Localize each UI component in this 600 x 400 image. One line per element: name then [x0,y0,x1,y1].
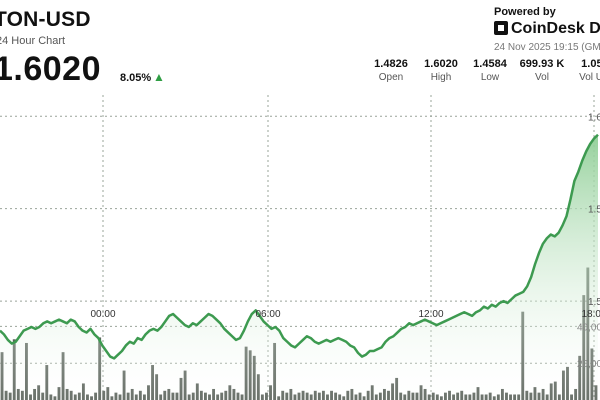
timestamp: 24 Nov 2025 19:15 (GMT) [494,42,600,53]
coindesk-logo-icon [494,21,508,35]
stat-low: 1.4584 Low [472,58,508,83]
stat-open-value: 1.4826 [374,58,408,70]
stat-high-value: 1.6020 [424,58,458,70]
stat-high: 1.6020 High [423,58,459,83]
pair-title: TON-USD [0,8,91,31]
x-tick-label: 00:00 [90,309,115,320]
stat-open-label: Open [378,72,404,83]
price-change: 8.05% [120,72,152,84]
price-line [0,133,599,360]
volume-axis-label: 40,000 [577,322,600,333]
up-arrow-icon: ▲ [153,70,165,84]
x-tick-label: 06:00 [255,309,280,320]
price-axis-label: 1.5 [588,297,600,308]
stat-low-label: Low [480,72,500,83]
price-axis-label: 1.55 [588,205,600,216]
current-price: 1.6020 [0,50,101,88]
stat-volume-usd: 1.05 M Vol USD [568,58,600,83]
stat-open: 1.4826 Open [374,58,408,83]
chart-subtitle: 24 Hour Chart [0,35,66,47]
volume-axis-label: 20,000 [577,359,600,370]
stat-high-label: High [430,72,452,83]
stat-volume-value: 699.93 K [519,58,565,70]
stat-volume: 699.93 K Vol [518,58,566,83]
brand-name: CoinDesk Data [511,20,600,37]
stat-volume-label: Vol [535,72,549,83]
stat-volume-usd-value: 1.05 M [581,58,600,70]
powered-by-label: Powered by [494,6,556,18]
stat-volume-usd-label: Vol USD [579,72,600,83]
x-tick-label: 12:00 [418,309,443,320]
brand-logo[interactable]: CoinDesk Data [494,20,600,38]
price-axis-label: 1.6 [588,112,600,123]
price-area [0,134,598,400]
stat-low-value: 1.4584 [473,58,507,70]
x-tick-label: 18:00 [581,309,600,320]
